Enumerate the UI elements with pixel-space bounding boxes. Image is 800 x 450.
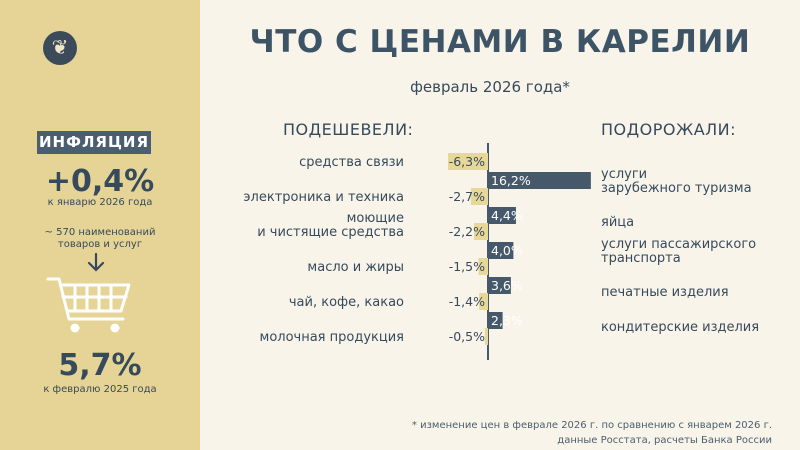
bar-pricier [488, 312, 503, 329]
category-label-cheaper: моющие [347, 211, 404, 226]
bar-value-label: -2,7% [449, 189, 485, 204]
emblem-icon: ❦ [43, 31, 77, 65]
annual-inflation-caption: к февралю 2025 года [43, 384, 157, 395]
bar-value-label: 16,2% [491, 173, 531, 188]
annual-inflation-value: 5,7% [58, 348, 142, 383]
bar-cheaper [484, 328, 488, 345]
bar-cheaper [479, 293, 488, 310]
category-label-cheaper: молочная продукция [260, 330, 404, 345]
bar-value-label: 4,4% [491, 208, 523, 223]
inflation-badge: ИНФЛЯЦИЯ [37, 131, 151, 154]
shopping-cart-icon [46, 277, 131, 333]
category-label-pricier: услуги пассажирского [601, 237, 756, 252]
category-label-cheaper: чай, кофе, какао [289, 295, 404, 310]
bar-pricier [488, 207, 516, 224]
monthly-inflation-value: +0,4% [45, 164, 155, 199]
category-label-pricier: транспорта [601, 251, 681, 266]
category-label-pricier: услуги [601, 167, 647, 182]
sidebar-panel [0, 0, 200, 450]
arrow-down-icon [87, 253, 105, 272]
category-label-cheaper: электроника и техника [243, 190, 404, 205]
category-label-cheaper: масло и жиры [307, 260, 404, 275]
bar-cheaper [474, 223, 488, 240]
footnote: * изменение цен в феврале 2026 г. по сра… [212, 418, 772, 448]
bar-value-label: 4,0% [491, 243, 523, 258]
pricier-column-heading: ПОДОРОЖАЛИ: [601, 120, 737, 139]
bar-value-label: -1,5% [449, 259, 485, 274]
bar-pricier [488, 242, 514, 259]
bar-pricier [488, 172, 591, 189]
category-label-pricier: кондитерские изделия [601, 320, 759, 335]
basket-note-line1: ~ 570 наименований [44, 227, 156, 238]
bar-value-label: 2,3% [491, 313, 523, 328]
bar-cheaper [470, 188, 488, 205]
footnote-line1: * изменение цен в феврале 2026 г. по сра… [411, 420, 772, 431]
category-label-pricier: зарубежного туризма [601, 181, 752, 196]
bar-pricier [488, 277, 511, 294]
bar-value-label: -0,5% [449, 329, 485, 344]
category-label-cheaper: и чистящие средства [257, 225, 404, 240]
cheaper-column-heading: ПОДЕШЕВЕЛИ: [283, 120, 414, 139]
monthly-inflation-caption: к январю 2026 года [47, 197, 153, 208]
bar-cheaper [478, 258, 488, 275]
basket-note-line2: товаров и услуг [57, 239, 143, 250]
bar-value-label: -1,4% [449, 294, 485, 309]
bar-cheaper [447, 153, 488, 170]
bar-value-label: -2,2% [449, 224, 485, 239]
page-subtitle: февраль 2026 года* [410, 78, 570, 96]
bar-value-label: 3,6% [491, 278, 523, 293]
footnote-line2: данные Росстата, расчеты Банка России [557, 435, 772, 446]
category-label-cheaper: средства связи [299, 155, 404, 170]
category-label-pricier: яйца [601, 215, 634, 230]
bar-value-label: -6,3% [449, 154, 485, 169]
page-title: ЧТО С ЦЕНАМИ В КАРЕЛИИ [249, 24, 751, 60]
category-label-pricier: печатные изделия [601, 285, 729, 300]
